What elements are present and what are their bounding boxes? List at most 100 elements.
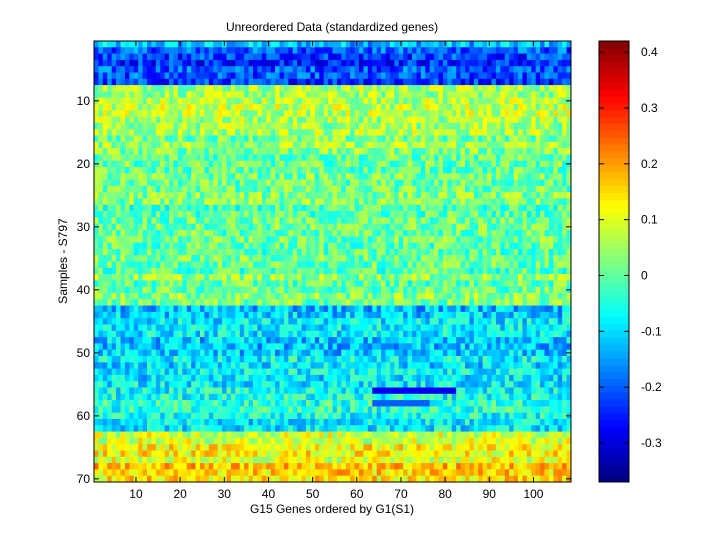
- heatmap-cell: [341, 53, 347, 61]
- heatmap-cell: [526, 129, 532, 136]
- heatmap-cell: [204, 179, 210, 187]
- heatmap-cell: [531, 59, 536, 67]
- heatmap-cell: [182, 154, 188, 161]
- heatmap-cell: [310, 104, 316, 111]
- heatmap-cell: [283, 299, 289, 306]
- heatmap-cell: [133, 223, 139, 231]
- heatmap-cell: [544, 72, 550, 80]
- heatmap-cell: [111, 135, 117, 143]
- heatmap-cell: [513, 104, 519, 111]
- heatmap-cell: [195, 141, 201, 149]
- heatmap-cell: [133, 198, 139, 206]
- heatmap-cell: [562, 160, 567, 168]
- heatmap-cell: [394, 110, 400, 117]
- heatmap-cell: [526, 261, 532, 269]
- heatmap-cell: [266, 167, 271, 174]
- heatmap-cell: [222, 305, 227, 313]
- heatmap-cell: [495, 135, 501, 143]
- heatmap-cell: [279, 47, 285, 54]
- heatmap-cell: [394, 78, 400, 86]
- heatmap-cell: [257, 192, 263, 199]
- heatmap-cell: [341, 217, 347, 224]
- heatmap-cell: [438, 299, 444, 306]
- heatmap-cell: [182, 122, 188, 130]
- heatmap-cell: [253, 104, 258, 111]
- heatmap-cell: [328, 274, 333, 281]
- heatmap-cell: [469, 66, 475, 73]
- heatmap-cell: [345, 204, 351, 212]
- heatmap-cell: [279, 148, 285, 155]
- heatmap-cell: [283, 110, 289, 117]
- heatmap-cell: [367, 104, 373, 111]
- heatmap-cell: [398, 293, 404, 300]
- heatmap-cell: [107, 129, 112, 136]
- heatmap-cell: [182, 47, 188, 54]
- heatmap-cell: [124, 248, 130, 256]
- heatmap-cell: [544, 110, 550, 117]
- heatmap-cell: [363, 129, 369, 136]
- heatmap-cell: [239, 53, 245, 61]
- heatmap-cell: [482, 148, 488, 155]
- heatmap-cell: [226, 230, 232, 237]
- heatmap-cell: [200, 41, 205, 48]
- heatmap-cell: [102, 223, 108, 231]
- heatmap-cell: [306, 53, 311, 61]
- heatmap-cell: [257, 236, 263, 243]
- heatmap-cell: [389, 148, 395, 155]
- heatmap-cell: [230, 255, 236, 262]
- heatmap-cell: [164, 286, 170, 294]
- heatmap-cell: [266, 173, 271, 180]
- heatmap-cell: [213, 167, 218, 174]
- heatmap-cell: [548, 305, 554, 313]
- heatmap-cell: [522, 248, 528, 256]
- heatmap-cell: [129, 311, 135, 319]
- heatmap-cell: [129, 248, 135, 256]
- heatmap-cell: [208, 122, 214, 130]
- heatmap-cell: [297, 135, 302, 143]
- heatmap-cell: [257, 286, 263, 294]
- heatmap-cell: [557, 72, 563, 80]
- heatmap-cell: [208, 318, 214, 325]
- heatmap-cell: [116, 192, 121, 199]
- heatmap-cell: [420, 230, 426, 237]
- heatmap-cell: [354, 78, 360, 86]
- heatmap-cell: [504, 160, 510, 168]
- heatmap-cell: [451, 179, 457, 187]
- heatmap-cell: [279, 305, 285, 313]
- heatmap-cell: [381, 122, 386, 130]
- heatmap-cell: [438, 211, 444, 218]
- heatmap-cell: [248, 122, 254, 130]
- heatmap-cell: [385, 324, 391, 332]
- heatmap-cell: [292, 78, 298, 86]
- heatmap-cell: [412, 280, 417, 287]
- heatmap-cell: [509, 211, 514, 218]
- heatmap-cell: [248, 293, 254, 300]
- heatmap-cell: [482, 274, 488, 281]
- heatmap-cell: [120, 141, 126, 149]
- heatmap-cell: [398, 255, 404, 262]
- heatmap-cell: [465, 261, 470, 269]
- heatmap-cell: [328, 53, 333, 61]
- heatmap-cell: [403, 110, 408, 117]
- heatmap-cell: [226, 110, 232, 117]
- heatmap-cell: [314, 104, 320, 111]
- heatmap-cell: [279, 91, 285, 98]
- heatmap-cell: [239, 97, 245, 105]
- heatmap-cell: [147, 324, 152, 332]
- heatmap-cell: [341, 255, 347, 262]
- heatmap-cell: [341, 135, 347, 143]
- heatmap-cell: [257, 280, 263, 287]
- heatmap-cell: [248, 141, 254, 149]
- heatmap-cell: [531, 217, 536, 224]
- heatmap-cell: [230, 311, 236, 319]
- heatmap-cell: [416, 248, 422, 256]
- heatmap-cell: [297, 242, 302, 250]
- heatmap-cell: [460, 255, 466, 262]
- heatmap-cell: [147, 135, 152, 143]
- heatmap-cell: [385, 129, 391, 136]
- heatmap-cell: [478, 122, 483, 130]
- heatmap-cell: [420, 211, 426, 218]
- heatmap-cell: [540, 104, 545, 111]
- heatmap-cell: [323, 97, 329, 105]
- heatmap-cell: [469, 204, 475, 212]
